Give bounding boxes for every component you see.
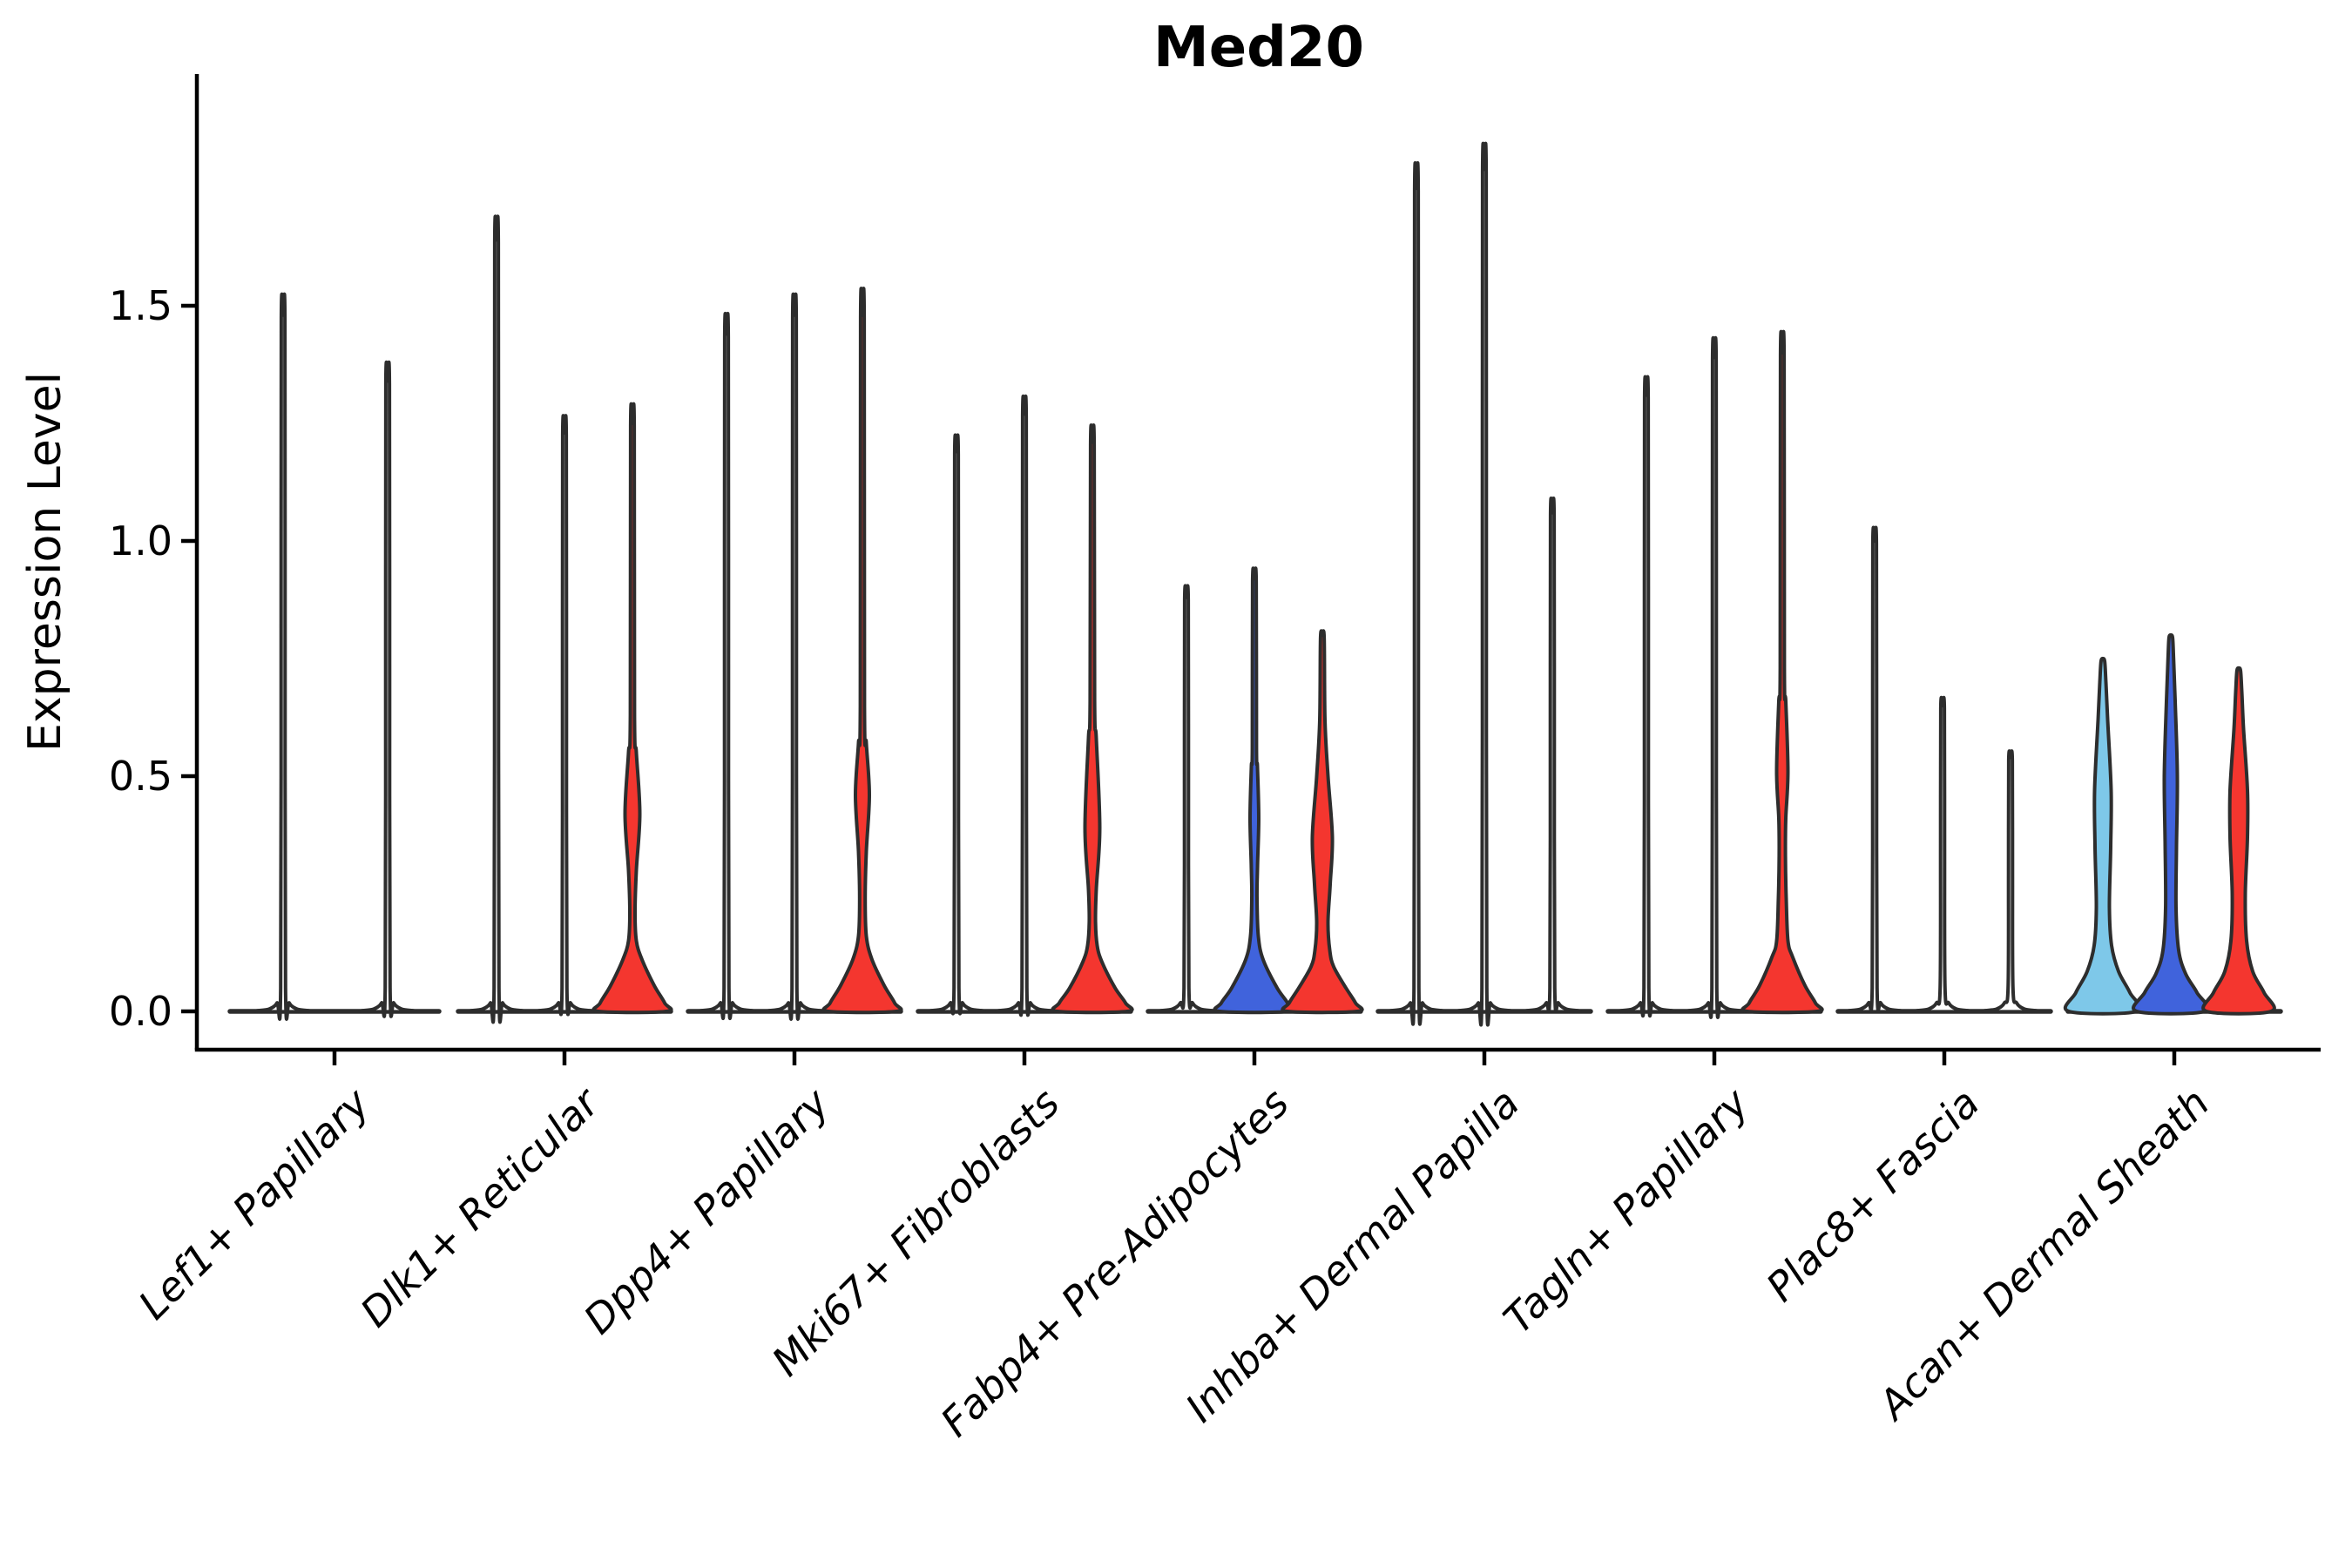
violin-2-0 (697, 312, 756, 1020)
violin-5-0 (1387, 161, 1446, 1026)
y-tick-label-1.0: 1.0 (108, 517, 172, 564)
violin-8-1 (2132, 633, 2210, 1016)
violin-3-0 (927, 433, 986, 1016)
violin-0-1 (358, 360, 417, 1018)
violin-2-1 (765, 292, 824, 1021)
violin-4-0 (1157, 584, 1216, 1014)
violin-5-2 (1523, 497, 1582, 1014)
violin-3-1 (995, 394, 1054, 1017)
violin-7-1 (1913, 695, 1972, 1014)
y-tick-label-1.5: 1.5 (108, 282, 172, 329)
violin-0-0 (253, 292, 313, 1021)
violin-7-0 (1845, 525, 1904, 1014)
violin-5-1 (1455, 141, 1514, 1027)
y-tick-label-0.0: 0.0 (108, 988, 172, 1035)
violin-2-2 (821, 287, 903, 1015)
violin-1-0 (467, 214, 526, 1024)
violin-6-2 (1740, 329, 1824, 1015)
violin-6-1 (1685, 335, 1744, 1019)
y-tick-label-0.5: 0.5 (108, 753, 172, 800)
violin-8-2 (2201, 666, 2276, 1016)
violin-8-0 (2063, 657, 2143, 1016)
violin-1-1 (535, 414, 594, 1017)
violin-1-2 (591, 402, 673, 1015)
violin-7-2 (1981, 749, 2040, 1014)
violin-4-2 (1281, 629, 1364, 1015)
chart-title: Med20 (1153, 16, 1364, 80)
violin-6-0 (1617, 375, 1676, 1018)
violin-4-1 (1213, 566, 1296, 1015)
violin-3-2 (1051, 423, 1134, 1015)
